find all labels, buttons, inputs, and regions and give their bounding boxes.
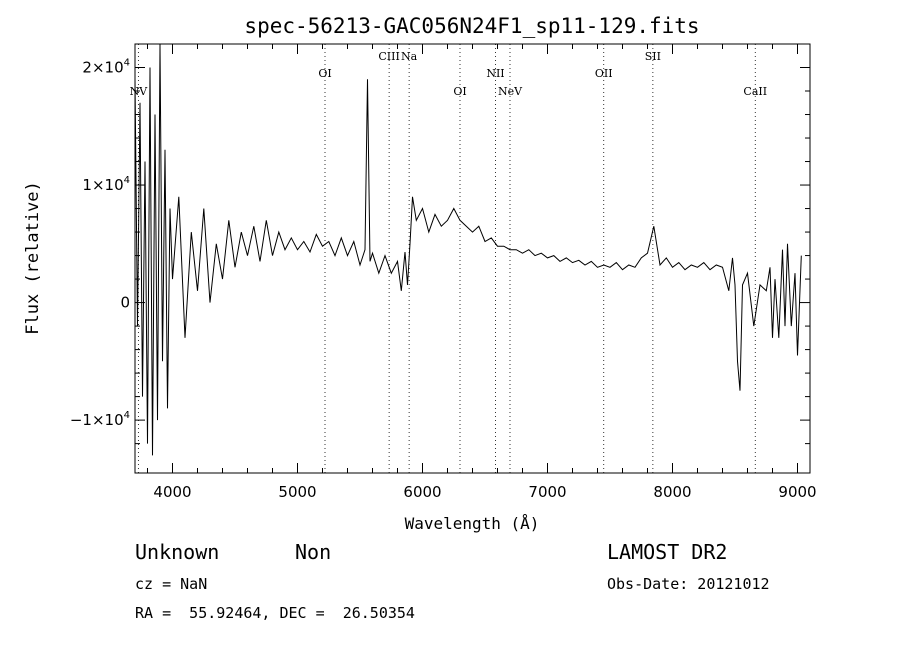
x-tick-label-2: 6000 xyxy=(403,483,441,501)
spectral-class: Unknown xyxy=(135,540,220,564)
y-tick-label-0: −1×104 xyxy=(70,410,130,429)
line-label-5: NII xyxy=(486,67,504,80)
survey-name: LAMOST DR2 xyxy=(607,540,728,564)
y-tick-label-2: 1×104 xyxy=(82,175,130,194)
x-tick-label-3: 7000 xyxy=(528,483,566,501)
y-tick-base-3: 2×10 xyxy=(82,59,123,77)
y-tick-label-1: 0 xyxy=(120,294,130,312)
y-tick-base-1: 0 xyxy=(120,294,130,312)
chart-title: spec-56213-GAC056N24F1_sp11-129.fits xyxy=(244,14,699,38)
line-label-7: OII xyxy=(595,67,613,80)
line-label-8: SII xyxy=(645,50,661,63)
y-tick-label-3: 2×104 xyxy=(82,58,130,77)
y-tick-exponent-3: 4 xyxy=(124,58,130,69)
line-label-9: CaII xyxy=(743,85,767,98)
sky-coordinates: RA = 55.92464, DEC = 26.50354 xyxy=(135,604,415,622)
y-tick-exponent-2: 4 xyxy=(124,175,130,186)
spectral-subclass: Non xyxy=(295,540,332,564)
x-tick-label-4: 8000 xyxy=(653,483,691,501)
x-axis-ticks: 4000 5000 6000 7000 8000 9000 xyxy=(147,44,817,501)
x-axis-label: Wavelength (Å) xyxy=(405,514,540,533)
y-tick-base-0: −1×10 xyxy=(70,411,124,429)
y-tick-base-2: 1×10 xyxy=(82,176,123,194)
y-axis-label: Flux (relative) xyxy=(23,181,43,335)
x-tick-label-0: 4000 xyxy=(153,483,191,501)
line-label-4: OI xyxy=(453,85,466,98)
line-label-1: OI xyxy=(318,67,331,80)
line-label-3: Na xyxy=(401,50,418,63)
y-tick-exponent-0: 4 xyxy=(124,410,130,421)
observation-date: Obs-Date: 20121012 xyxy=(607,575,770,593)
line-label-6: NeV xyxy=(498,85,523,98)
x-tick-label-1: 5000 xyxy=(278,483,316,501)
x-tick-label-5: 9000 xyxy=(778,483,816,501)
spectrum-line xyxy=(134,43,802,456)
redshift-value: cz = NaN xyxy=(135,575,208,593)
line-label-2: CIII xyxy=(378,50,399,63)
